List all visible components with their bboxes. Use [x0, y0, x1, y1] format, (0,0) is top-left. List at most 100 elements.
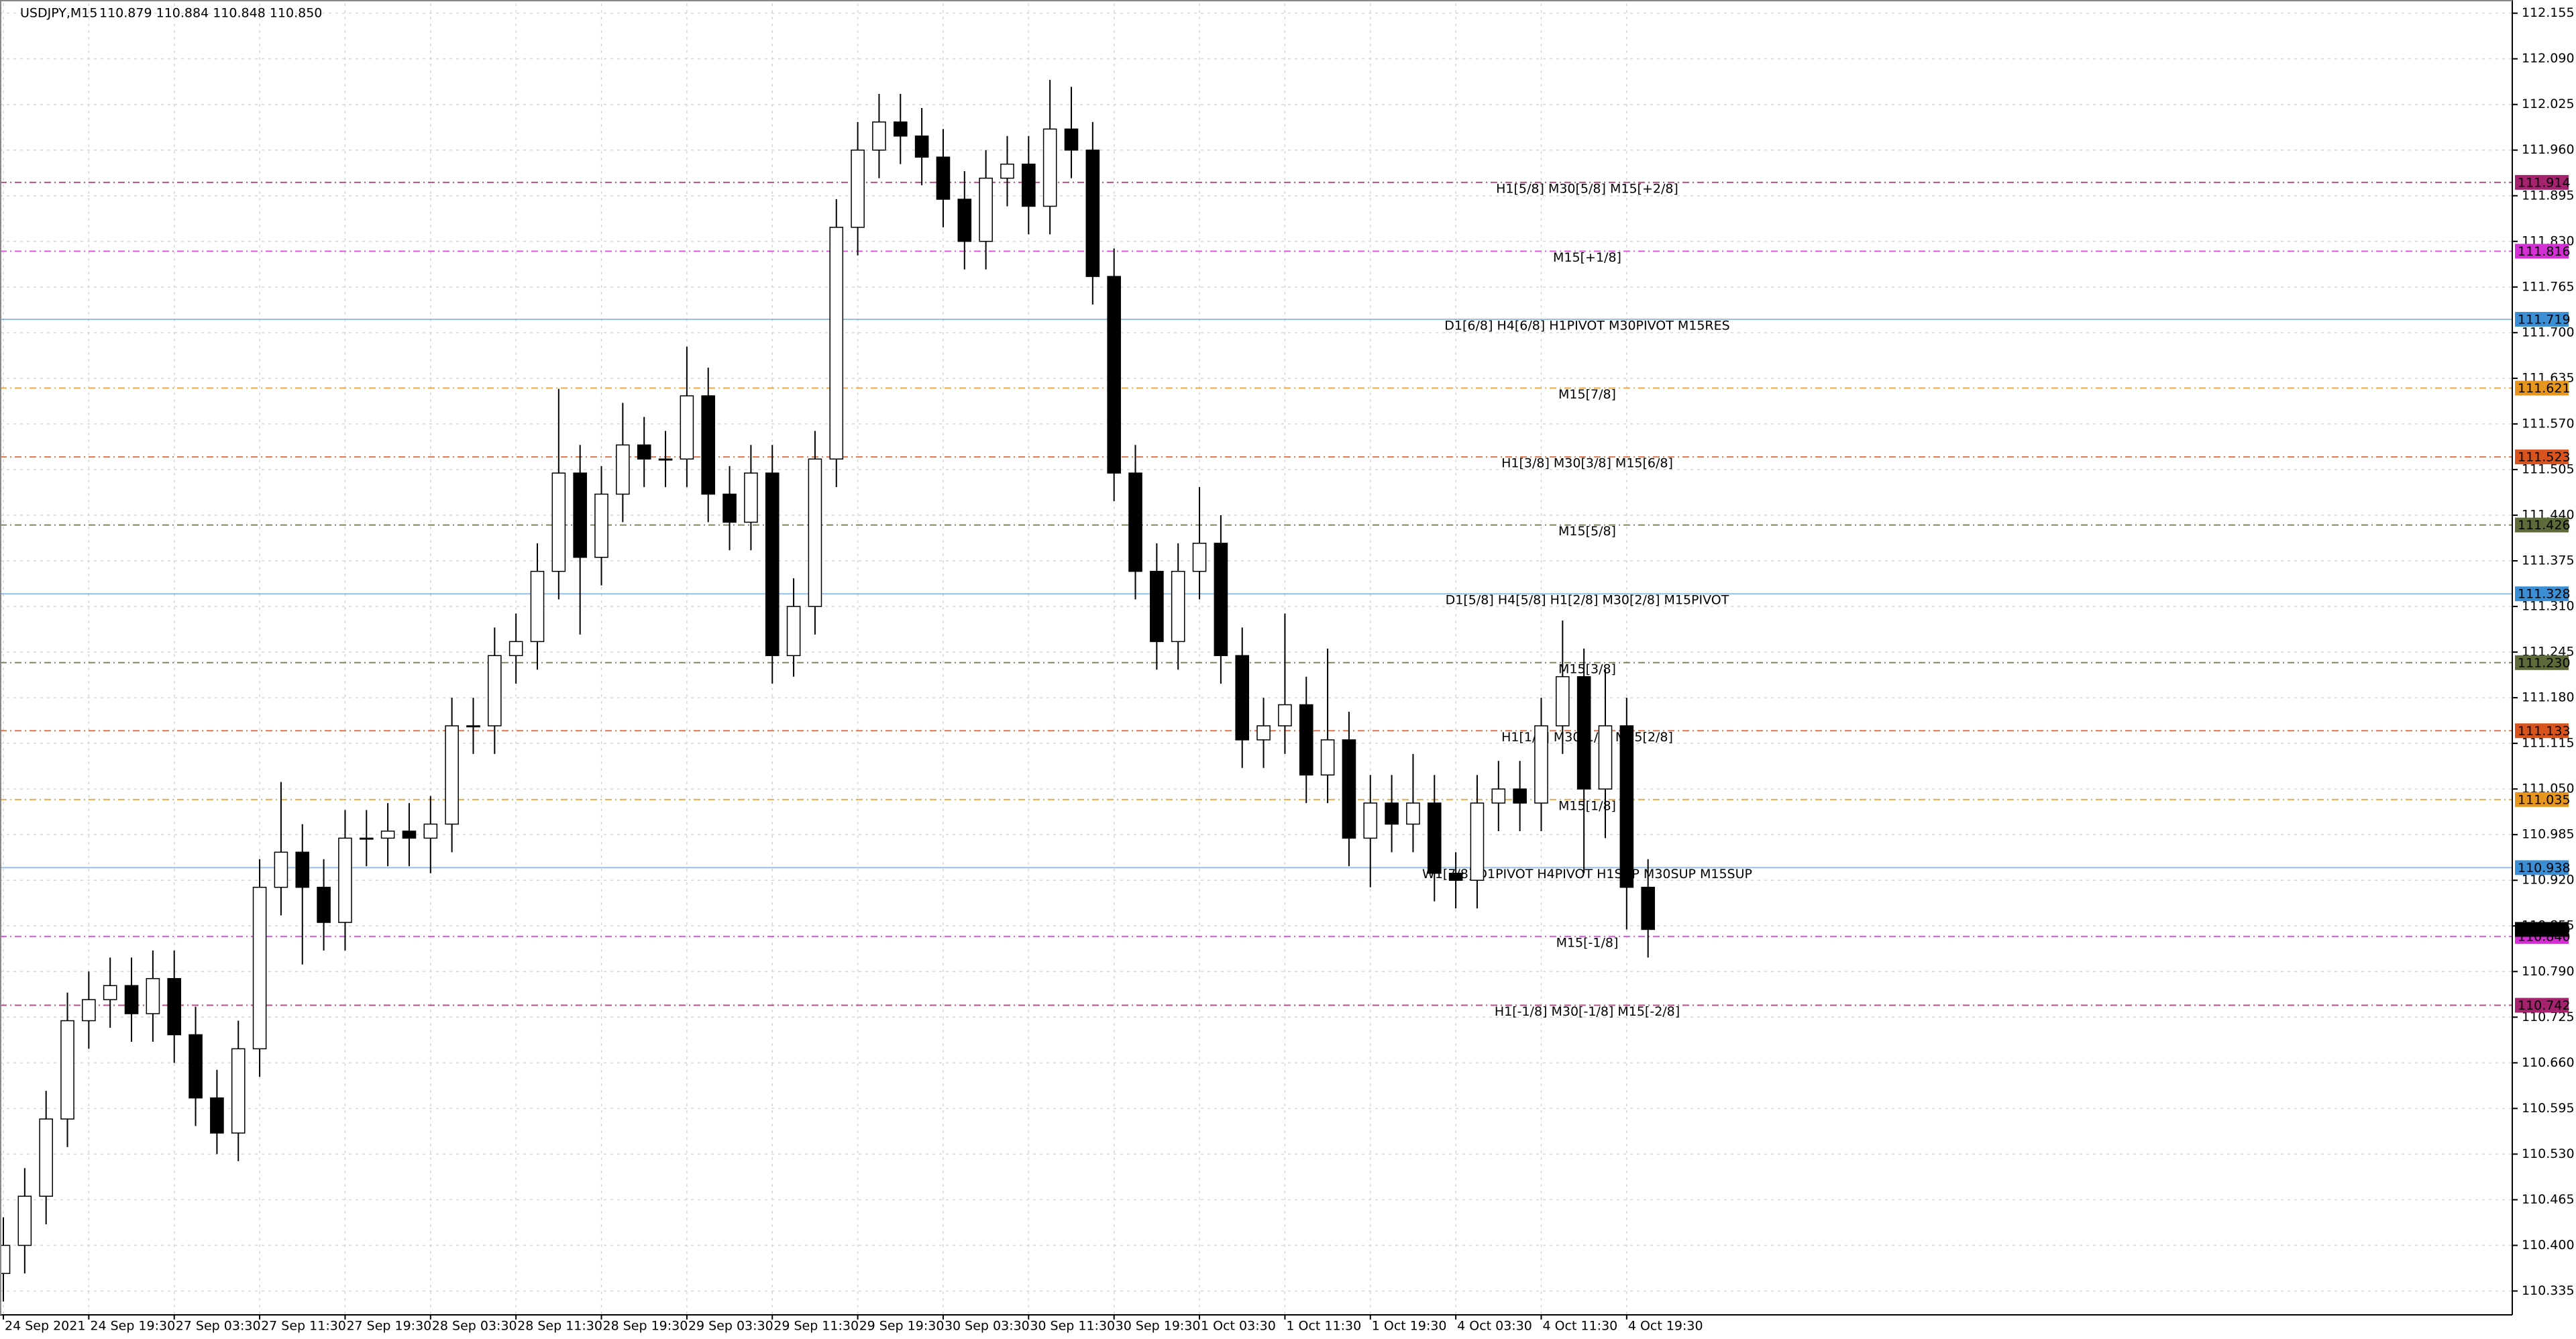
candle-body: [1299, 704, 1313, 775]
candle-body: [1192, 543, 1207, 572]
candle-body: [1128, 472, 1142, 572]
y-tick-label: 111.310: [2522, 599, 2575, 614]
y-tick-label: 111.180: [2522, 690, 2575, 705]
level-tag-label: 111.426: [2518, 518, 2571, 533]
candle-body: [637, 444, 651, 460]
level-tag-label: 111.914: [2518, 175, 2571, 190]
candle-body: [1619, 725, 1634, 888]
candle-body: [616, 444, 630, 495]
candle-body: [765, 472, 780, 657]
candle-body: [103, 985, 117, 1000]
candle-body: [530, 570, 545, 643]
candle-body: [722, 493, 737, 523]
candle-body: [1406, 802, 1420, 825]
candle-body: [508, 641, 523, 657]
candle-body: [1022, 163, 1036, 207]
x-tick-label: 1 Oct 19:30: [1372, 1319, 1447, 1334]
candle-body: [60, 1020, 74, 1120]
level-tag: [2515, 174, 2569, 190]
price-tags: 111.914 111.816 111.719 111.621 111.523 111.4…: [2515, 174, 2571, 1013]
candle-body: [551, 472, 566, 572]
candle-body: [1342, 739, 1356, 839]
level-tag-label: 111.133: [2518, 724, 2571, 739]
level-tag: [2515, 655, 2569, 670]
candle-body: [380, 831, 395, 839]
candle-body: [231, 1048, 246, 1134]
candle-body: [17, 1195, 32, 1246]
levels: H1[5/8] M30[5/8] M15[+2/8] M15[+1/8] D1[6/…: [0, 181, 2512, 1019]
level-label: M15[3/8]: [1558, 661, 1616, 676]
candle-body: [1427, 802, 1442, 874]
candle-body: [979, 177, 993, 242]
candle-body: [1278, 704, 1292, 727]
x-tick-label: 24 Sep 19:30: [90, 1319, 175, 1334]
candle-body: [658, 458, 673, 461]
candle-body: [893, 121, 908, 137]
candle-body: [252, 886, 267, 1050]
x-tick-label: 27 Sep 11:30: [261, 1319, 346, 1334]
candle-body: [957, 199, 972, 242]
y-tick-label: 111.960: [2522, 142, 2575, 157]
candle-body: [146, 977, 160, 1014]
level-label: H1[-1/8] M30[-1/8] M15[-2/8]: [1495, 1004, 1680, 1019]
candle-body: [1256, 725, 1271, 741]
candle-body: [701, 395, 716, 495]
candle-body: [1448, 872, 1463, 881]
y-tick-label: 111.700: [2522, 325, 2575, 339]
candle-body: [872, 121, 886, 151]
level-tag: [2515, 517, 2569, 533]
quote: 110.879 110.884 110.848 110.850: [99, 6, 322, 21]
level-tag-label: 111.719: [2518, 312, 2571, 327]
candle-body: [1598, 725, 1613, 790]
candle-body: [1320, 739, 1335, 775]
x-tick-label: 24 Sep 2021: [5, 1319, 85, 1334]
candle-body: [317, 886, 331, 923]
y-tick-label: 110.920: [2522, 873, 2575, 888]
chart-title: USDJPY,M15: [20, 6, 97, 21]
candle-body: [1363, 802, 1378, 839]
candle-body: [1171, 570, 1185, 643]
level-tag: [2515, 792, 2569, 807]
level-tag-label: 111.328: [2518, 587, 2571, 602]
y-tick-label: 111.115: [2522, 736, 2575, 751]
candle-body: [1556, 676, 1570, 727]
candle-body: [1064, 128, 1079, 151]
candle-body: [594, 493, 608, 558]
level-tag-label: 110.938: [2518, 861, 2571, 875]
candle-body: [851, 149, 865, 228]
level-label: H1[5/8] M30[5/8] M15[+2/8]: [1496, 181, 1678, 196]
candle-body: [189, 1034, 203, 1099]
candle-body: [359, 837, 374, 840]
candle-body: [1000, 163, 1014, 179]
x-tick-label: 30 Sep 03:30: [945, 1319, 1030, 1334]
level-label: M15[5/8]: [1558, 524, 1616, 539]
candle-body: [1150, 570, 1164, 643]
x-tick-label: 27 Sep 03:30: [176, 1319, 261, 1334]
candle-body: [914, 136, 929, 158]
candle-body: [402, 831, 417, 839]
candle-body: [744, 472, 758, 523]
candle-body: [936, 156, 951, 200]
y-tick-label: 111.375: [2522, 553, 2575, 568]
level-tag-label: 111.523: [2518, 450, 2571, 465]
x-tick-label: 28 Sep 03:30: [432, 1319, 517, 1334]
x-tick-label: 1 Oct 11:30: [1286, 1319, 1361, 1334]
y-tick-label: 110.530: [2522, 1146, 2575, 1161]
x-tick-label: 4 Oct 03:30: [1457, 1319, 1532, 1334]
x-tick-label: 28 Sep 19:30: [603, 1319, 688, 1334]
y-tick-label: 111.765: [2522, 279, 2575, 294]
candle-body: [210, 1097, 224, 1134]
y-tick-label: 110.790: [2522, 964, 2575, 979]
x-tick-label: 30 Sep 19:30: [1116, 1319, 1201, 1334]
level-tag-label: 111.621: [2518, 381, 2571, 396]
level-tag: [2515, 998, 2569, 1013]
y-tick-label: 111.570: [2522, 416, 2575, 431]
y-tick-label: 110.465: [2522, 1192, 2575, 1207]
y-tick-label: 112.025: [2522, 97, 2575, 111]
level-tag: [2515, 860, 2569, 875]
candle-body: [1235, 655, 1250, 741]
level-label: H1[3/8] M30[3/8] M15[6/8]: [1501, 456, 1673, 471]
grid: [0, 3, 2512, 1314]
